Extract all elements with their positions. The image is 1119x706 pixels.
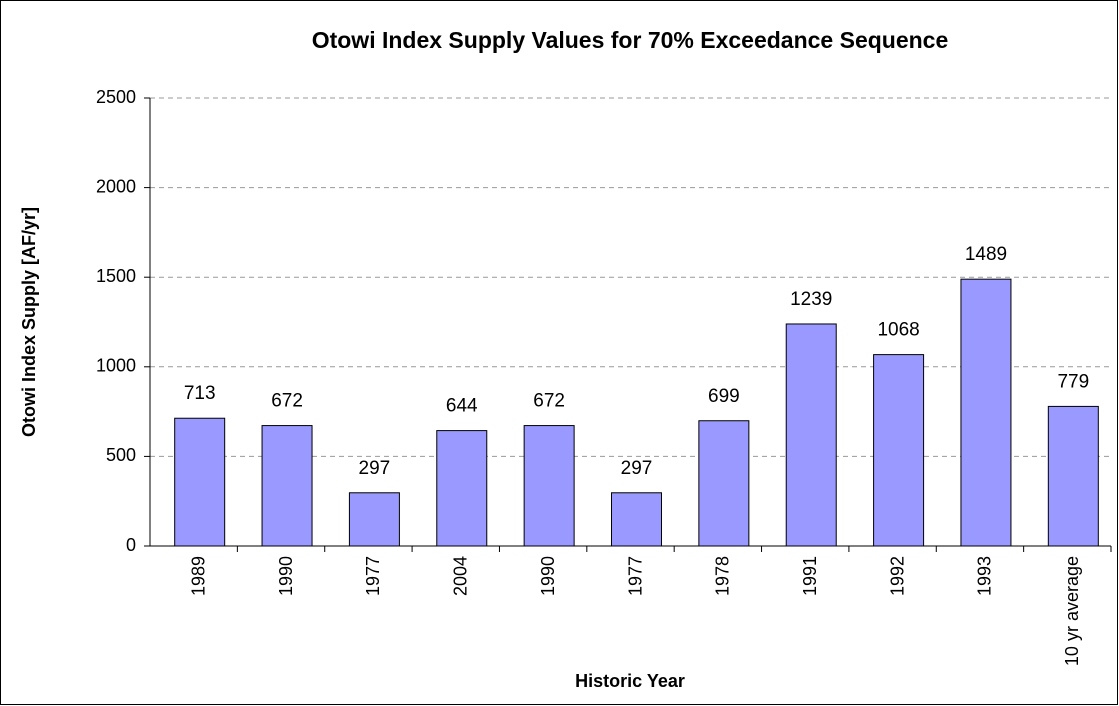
value-label: 297 bbox=[359, 458, 391, 479]
y-axis-label: Otowi Index Supply [AF/yr] bbox=[19, 207, 39, 437]
bar bbox=[698, 420, 750, 547]
value-label: 1068 bbox=[877, 320, 919, 341]
x-tick-label: 1991 bbox=[800, 556, 820, 596]
bar bbox=[873, 354, 925, 547]
y-tick-label: 1500 bbox=[96, 266, 136, 286]
x-tick-label: 1989 bbox=[188, 556, 208, 596]
bar bbox=[261, 425, 313, 547]
y-tick-label: 2000 bbox=[96, 176, 136, 196]
value-label: 1489 bbox=[965, 244, 1007, 265]
value-label: 779 bbox=[1057, 371, 1089, 392]
x-axis-label: Historic Year bbox=[575, 671, 685, 691]
bar bbox=[523, 425, 575, 547]
value-label: 644 bbox=[446, 396, 478, 417]
x-tick-label: 1993 bbox=[975, 556, 995, 596]
y-tick-label: 500 bbox=[106, 445, 136, 465]
y-tick-label: 2500 bbox=[96, 87, 136, 107]
value-label: 672 bbox=[271, 391, 303, 412]
bar bbox=[960, 278, 1012, 547]
x-tick-label: 1990 bbox=[276, 556, 296, 596]
value-label: 699 bbox=[708, 386, 740, 407]
chart-title: Otowi Index Supply Values for 70% Exceed… bbox=[312, 27, 949, 53]
bar bbox=[1047, 405, 1099, 547]
value-label: 672 bbox=[533, 391, 565, 412]
x-tick-label: 1992 bbox=[887, 556, 907, 596]
y-tick-label: 1000 bbox=[96, 356, 136, 376]
value-label: 713 bbox=[184, 383, 216, 404]
value-label: 1239 bbox=[790, 289, 832, 310]
bar bbox=[348, 492, 400, 547]
x-tick-label: 1977 bbox=[625, 556, 645, 596]
x-tick-label: 2004 bbox=[451, 556, 471, 596]
y-tick-label: 0 bbox=[126, 535, 136, 555]
value-label: 297 bbox=[621, 458, 653, 479]
x-tick-label: 1977 bbox=[363, 556, 383, 596]
bar bbox=[436, 430, 488, 547]
bar bbox=[611, 492, 662, 547]
x-tick-label: 10 yr average bbox=[1062, 556, 1082, 666]
x-tick-label: 1978 bbox=[713, 556, 733, 596]
x-tick-label: 1990 bbox=[538, 556, 558, 596]
bar bbox=[174, 417, 226, 547]
bar bbox=[785, 323, 837, 547]
